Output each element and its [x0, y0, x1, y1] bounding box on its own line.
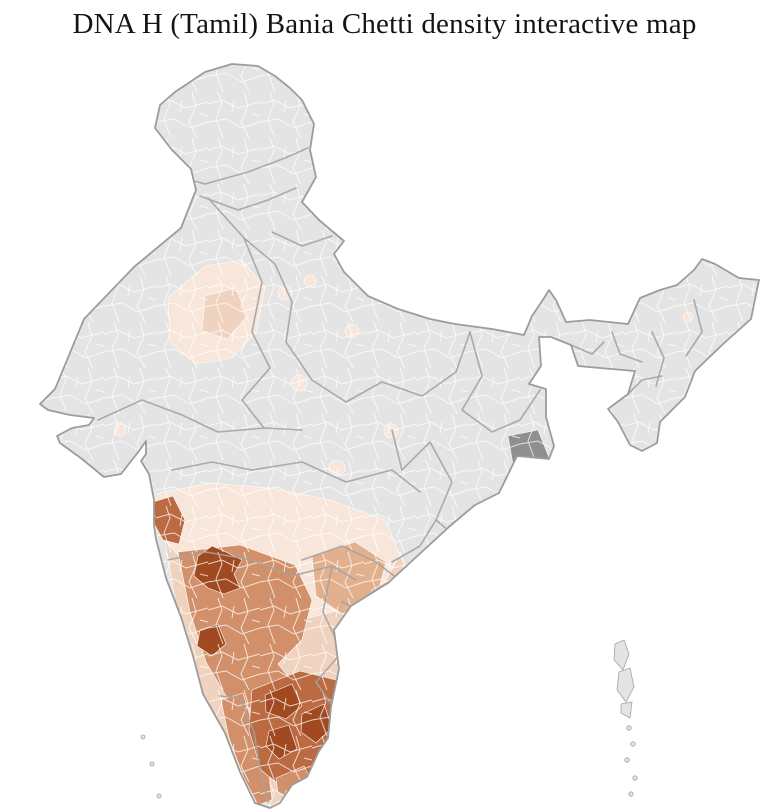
state-border-line	[97, 399, 265, 433]
andaman-nicobar-islands[interactable]	[613, 639, 638, 797]
state-borders	[97, 147, 703, 803]
map-region-nellore[interactable]	[337, 627, 377, 671]
state-border-line	[345, 331, 471, 403]
map-region-andaman-island[interactable]	[624, 757, 630, 763]
state-border-line	[171, 461, 421, 493]
map-region-lakshadweep-island[interactable]	[140, 734, 146, 740]
state-border-line	[627, 375, 663, 395]
state-border-line	[219, 695, 269, 803]
lakshadweep-islands[interactable]	[140, 734, 162, 799]
state-border-line	[611, 331, 643, 363]
map-region-andaman-island[interactable]	[620, 701, 633, 719]
map-region-andaman-island[interactable]	[630, 741, 636, 747]
state-border-line	[167, 551, 357, 581]
state-border-line	[570, 341, 605, 355]
state-border-line	[685, 299, 703, 357]
map-region-andaman-island[interactable]	[632, 775, 638, 781]
map-region-andaman-island[interactable]	[613, 639, 630, 671]
map-region-lakshadweep-island[interactable]	[156, 793, 162, 799]
state-border-line	[271, 231, 333, 247]
map-region-andaman-island[interactable]	[626, 725, 632, 731]
state-border-line	[301, 545, 403, 583]
map-title: DNA H (Tamil) Bania Chetti density inter…	[72, 8, 697, 40]
state-border-line	[391, 519, 437, 563]
state-border-line	[199, 187, 297, 211]
map-region-andaman-island[interactable]	[616, 667, 635, 703]
state-border-line	[391, 429, 463, 543]
state-border-line	[461, 331, 541, 433]
map-region-lakshadweep-island[interactable]	[149, 761, 155, 767]
map-region-andaman-island[interactable]	[628, 791, 634, 797]
